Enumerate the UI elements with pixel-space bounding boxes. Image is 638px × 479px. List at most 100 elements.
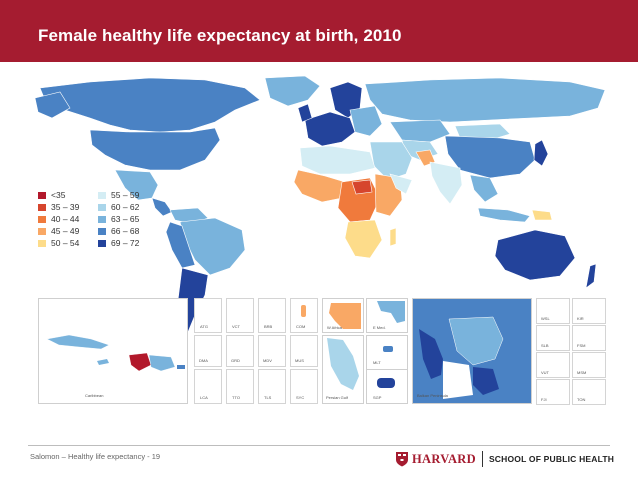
tile: GRD	[226, 335, 254, 367]
region-car	[351, 179, 373, 195]
tile-label: TLS	[264, 395, 272, 400]
legend-item: 55 – 59	[98, 190, 139, 200]
legend-swatch	[98, 239, 106, 247]
singapore-shape	[377, 378, 395, 388]
greece-shape	[473, 367, 499, 395]
tile-label: VUT	[541, 370, 549, 375]
tile: TON	[572, 379, 606, 405]
tile-label: WSL	[541, 316, 550, 321]
inset-label: W Africa	[327, 325, 342, 330]
legend-item: 40 – 44	[38, 214, 79, 224]
tile-label: FJI	[541, 397, 547, 402]
tile-label: GRD	[231, 358, 240, 363]
inset-malta: MLT	[366, 335, 408, 370]
title-bar: Female healthy life expectancy at birth,…	[0, 0, 638, 62]
tile: FSM	[572, 325, 606, 351]
region-southeast-asia	[469, 174, 499, 203]
inset-label: Persian Gulf	[326, 395, 349, 400]
tile-label: COM	[296, 324, 306, 329]
region-uk	[297, 103, 313, 123]
region-usa	[89, 127, 221, 171]
tile: WSL	[536, 298, 570, 324]
region-greenland	[264, 75, 321, 107]
tile: LCA	[194, 369, 222, 404]
region-indonesia	[477, 207, 531, 223]
sea-shape	[443, 361, 473, 399]
region-horn-of-africa	[389, 173, 413, 195]
e-med-land	[377, 301, 405, 323]
tile: TTO	[226, 369, 254, 404]
region-alaska	[34, 91, 71, 119]
tile: MSM	[572, 352, 606, 378]
region-madagascar	[389, 227, 397, 247]
region-eastern-europe	[349, 105, 383, 137]
west-africa-land	[329, 303, 361, 329]
region-australia	[494, 229, 576, 281]
tile: SYC	[290, 369, 318, 404]
tile-label: MSM	[577, 370, 587, 375]
tile: MDV	[258, 335, 286, 367]
balkan-map	[413, 299, 531, 403]
tile-label: MLT	[373, 360, 381, 365]
legend-label: 55 – 59	[111, 190, 140, 200]
inset-label: Caribbean	[85, 393, 104, 398]
jamaica-shape	[97, 359, 109, 365]
region-india	[429, 161, 463, 205]
dominican-republic-shape	[148, 354, 176, 372]
region-central-america	[151, 197, 173, 217]
legend-swatch	[38, 215, 46, 223]
tile-label: MDV	[263, 358, 272, 363]
map-legend: <35 35 – 39 40 – 44 45 – 49 50 – 54 55 –…	[38, 190, 158, 250]
west-africa-map	[329, 303, 361, 329]
legend-item: 63 – 65	[98, 214, 139, 224]
legend-swatch	[38, 191, 46, 199]
legend-label: 69 – 72	[111, 238, 140, 248]
inset-e-med: E Med.	[366, 298, 408, 333]
veritas-shield-icon	[396, 452, 408, 467]
malta-shape	[383, 346, 393, 352]
tile: TLS	[258, 369, 286, 404]
region-scandinavia	[329, 81, 363, 119]
legend-swatch	[38, 227, 46, 235]
region-new-zealand	[585, 263, 597, 289]
tile: SLB	[536, 325, 570, 351]
caribbean-map	[46, 334, 185, 372]
inset-label: E Med.	[373, 325, 386, 330]
world-map	[34, 75, 606, 333]
region-canada	[39, 77, 261, 133]
persian-gulf-map	[327, 338, 359, 390]
footer-text: Salomon – Healthy life expectancy - 19	[30, 452, 161, 461]
inset-caribbean: Caribbean	[38, 298, 188, 404]
haiti-shape	[128, 352, 152, 372]
logo-harvard-word: HARVARD	[412, 451, 476, 466]
cuba-shape	[46, 334, 110, 350]
balkan-land	[448, 316, 504, 366]
legend-swatch	[98, 227, 106, 235]
tile: VUT	[536, 352, 570, 378]
region-russia	[364, 77, 606, 123]
tile: FJI	[536, 379, 570, 405]
tile-label: SYC	[296, 395, 305, 400]
region-peru-bolivia	[165, 221, 196, 269]
legend-label: 45 – 49	[51, 226, 80, 236]
legend-item: 69 – 72	[98, 238, 139, 248]
legend-label: 35 – 39	[51, 202, 80, 212]
legend-swatch	[98, 203, 106, 211]
tile: VCT	[226, 298, 254, 333]
inset-west-africa: W Africa	[322, 298, 364, 333]
logo-school-name: SCHOOL OF PUBLIC HEALTH	[488, 454, 615, 464]
tile: COM	[290, 298, 318, 333]
legend-item: 66 – 68	[98, 226, 139, 236]
legend-item: 45 – 49	[38, 226, 79, 236]
tile-label: TON	[577, 397, 586, 402]
tile: DMA	[194, 335, 222, 367]
legend-swatch	[38, 203, 46, 211]
inset-persian-gulf: Persian Gulf	[322, 335, 364, 404]
tile: ATG	[194, 298, 222, 333]
tile-label: FSM	[577, 343, 586, 348]
harvard-logo: HARVARD SCHOOL OF PUBLIC HEALTH	[395, 450, 614, 468]
inset-label: Balkan Peninsula	[417, 393, 448, 398]
legend-label: <35	[51, 190, 66, 200]
region-western-europe	[304, 111, 356, 147]
legend-item: <35	[38, 190, 65, 200]
